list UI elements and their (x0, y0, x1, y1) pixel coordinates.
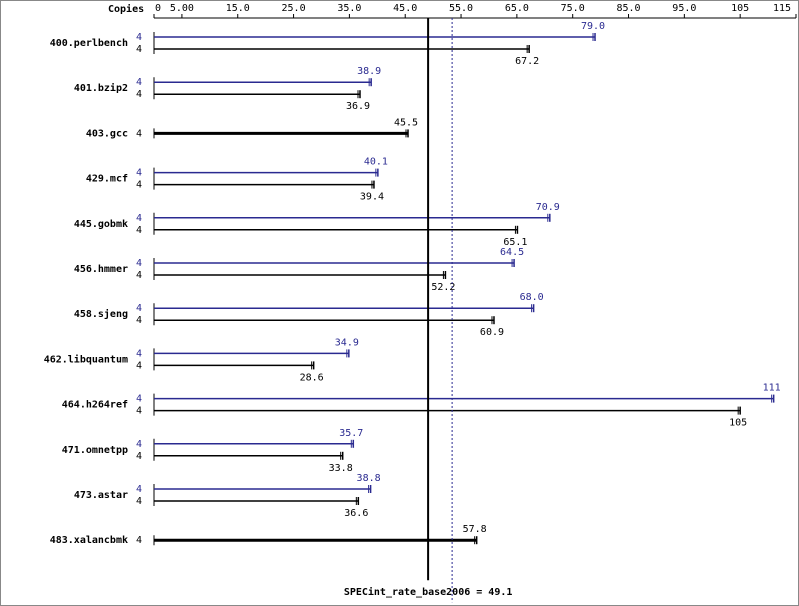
category-label: 464.h264ref (62, 400, 128, 411)
x-tick-label: 35.0 (337, 3, 361, 14)
value-label: 60.9 (480, 327, 504, 338)
copies-label: 4 (136, 128, 142, 139)
copies-label: 4 (136, 225, 142, 236)
copies-label: 4 (136, 535, 142, 546)
value-label: 79.0 (581, 21, 605, 32)
category-label: 462.libquantum (44, 353, 128, 365)
value-label: 68.0 (520, 292, 544, 303)
x-tick-label: 105 (731, 3, 749, 14)
copies-label: 4 (136, 484, 142, 495)
category-label: 400.perlbench (50, 38, 128, 49)
copies-label: 4 (136, 496, 142, 507)
reference-label: SPECint_rate_base2006 = 49.1 (344, 586, 513, 598)
category-label: 458.sjeng (74, 308, 128, 320)
x-tick-label: 0 (155, 3, 161, 14)
value-label: 45.5 (394, 117, 418, 128)
copies-label: 4 (136, 77, 142, 88)
x-tick-label: 115 (773, 3, 791, 14)
copies-label: 4 (136, 348, 142, 359)
value-label: 36.6 (344, 508, 368, 519)
category-label: 483.xalancbmk (50, 535, 128, 546)
copies-label: 4 (136, 394, 142, 405)
x-tick-label: 45.0 (393, 3, 417, 14)
copies-label: 4 (136, 360, 142, 371)
value-label: 36.9 (346, 101, 370, 112)
value-label: 70.9 (536, 202, 560, 213)
value-label: 67.2 (515, 56, 539, 67)
value-label: 38.8 (357, 473, 381, 484)
x-tick-label: 5.00 (170, 3, 194, 14)
x-tick-label: 55.0 (449, 3, 473, 14)
x-tick-label: 65.0 (505, 3, 529, 14)
value-label: 28.6 (300, 372, 324, 383)
copies-label: 4 (136, 258, 142, 269)
value-label: 65.1 (503, 237, 527, 248)
category-label: 473.astar (74, 490, 128, 501)
value-label: 105 (729, 418, 747, 429)
x-tick-label: 85.0 (616, 3, 640, 14)
value-label: 33.8 (329, 463, 353, 474)
x-tick-label: 15.0 (226, 3, 250, 14)
copies-label: 4 (136, 89, 142, 100)
category-label: 429.mcf (86, 174, 128, 185)
copies-label: 4 (136, 44, 142, 55)
copies-label: 4 (136, 168, 142, 179)
category-label: 403.gcc (86, 128, 128, 139)
x-tick-label: 25.0 (282, 3, 306, 14)
copies-label: 4 (136, 303, 142, 314)
category-label: 401.bzip2 (74, 82, 128, 94)
copies-label: 4 (136, 439, 142, 450)
copies-label: 4 (136, 315, 142, 326)
copies-label: 4 (136, 213, 142, 224)
x-tick-label: 75.0 (561, 3, 585, 14)
category-label: 445.gobmk (74, 219, 128, 230)
x-tick-label: 95.0 (672, 3, 696, 14)
copies-label: 4 (136, 406, 142, 417)
value-label: 40.1 (364, 157, 388, 168)
copies-label: 4 (136, 32, 142, 43)
value-label: 57.8 (463, 524, 487, 535)
copies-label: 4 (136, 451, 142, 462)
value-label: 64.5 (500, 247, 524, 258)
value-label: 111 (763, 383, 781, 394)
value-label: 38.9 (357, 66, 381, 77)
copies-label: 4 (136, 270, 142, 281)
copies-header: Copies (108, 3, 144, 15)
value-label: 34.9 (335, 337, 359, 348)
category-label: 471.omnetpp (62, 445, 128, 456)
value-label: 39.4 (360, 192, 384, 203)
copies-label: 4 (136, 180, 142, 191)
value-label: 52.2 (431, 282, 455, 293)
category-label: 456.hmmer (74, 264, 128, 275)
value-label: 35.7 (339, 428, 363, 439)
